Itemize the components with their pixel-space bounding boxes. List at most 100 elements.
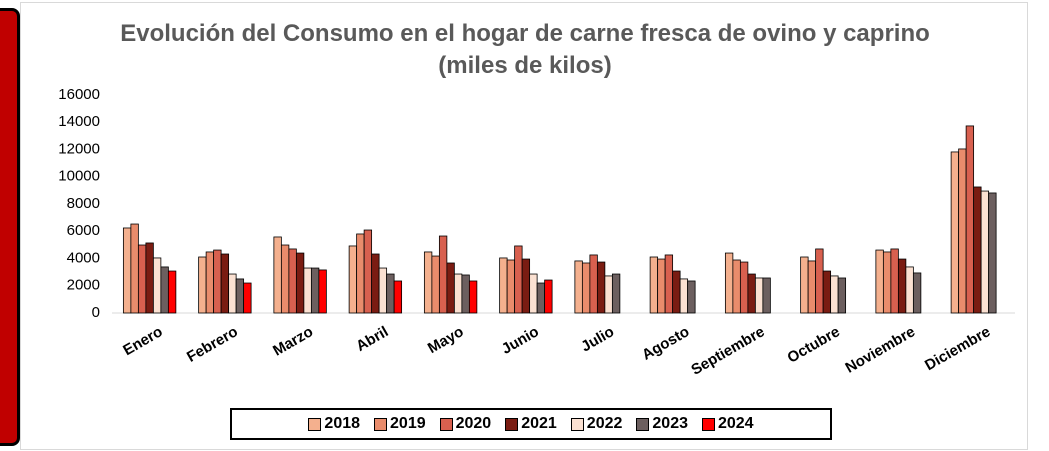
bar bbox=[649, 256, 659, 314]
x-tick-label: Febrero bbox=[184, 323, 241, 366]
legend-label: 2020 bbox=[455, 415, 492, 432]
x-tick-label: Enero bbox=[120, 323, 165, 359]
bar bbox=[611, 273, 621, 314]
x-tick-label: Agosto bbox=[639, 323, 692, 364]
bar bbox=[905, 266, 914, 314]
legend-item: 2023 bbox=[636, 415, 688, 433]
bar bbox=[461, 274, 470, 314]
bar bbox=[973, 186, 982, 314]
bar bbox=[205, 251, 215, 314]
bar bbox=[882, 251, 892, 314]
bar bbox=[965, 125, 975, 314]
bar bbox=[980, 190, 990, 314]
bar bbox=[596, 261, 606, 314]
bar bbox=[514, 245, 523, 314]
bar bbox=[220, 253, 230, 314]
legend-item: 2018 bbox=[308, 415, 360, 433]
x-tick-label: Mayo bbox=[425, 323, 467, 357]
bar bbox=[875, 249, 884, 314]
legend-label: 2023 bbox=[652, 415, 688, 432]
bar bbox=[912, 272, 922, 314]
legend-label: 2022 bbox=[586, 415, 623, 432]
bar bbox=[122, 227, 132, 314]
bar bbox=[732, 259, 741, 314]
bar bbox=[830, 275, 839, 314]
bar bbox=[288, 248, 297, 314]
bar bbox=[356, 233, 365, 314]
y-tick-label: 0 bbox=[92, 304, 100, 321]
bar bbox=[800, 256, 809, 314]
legend-item: 2024 bbox=[701, 415, 754, 433]
bar bbox=[243, 282, 252, 314]
legend-swatch bbox=[374, 417, 388, 431]
bar bbox=[378, 267, 388, 314]
bar bbox=[988, 192, 997, 314]
bar bbox=[431, 255, 440, 314]
bar bbox=[235, 278, 245, 314]
bar bbox=[544, 279, 553, 314]
bar bbox=[679, 278, 689, 314]
bar bbox=[807, 260, 817, 314]
chart-frame bbox=[20, 2, 1028, 450]
legend-swatch bbox=[570, 417, 584, 431]
chart-title: Evolución del Consumo en el hogar de car… bbox=[120, 20, 930, 79]
legend-swatch bbox=[308, 417, 322, 431]
bar bbox=[521, 258, 531, 314]
legend-item: 2019 bbox=[374, 415, 426, 433]
bar bbox=[438, 235, 448, 314]
y-tick-label: 16000 bbox=[58, 86, 100, 103]
bar bbox=[310, 267, 320, 314]
x-tick-label: Julio bbox=[578, 323, 617, 355]
x-tick-label: Marzo bbox=[270, 323, 316, 359]
legend-label: 2019 bbox=[390, 415, 426, 432]
bar bbox=[446, 262, 455, 314]
bar bbox=[453, 273, 463, 314]
bar bbox=[837, 277, 847, 314]
bar bbox=[950, 151, 960, 314]
bar bbox=[152, 257, 162, 314]
bar bbox=[167, 270, 177, 314]
bar bbox=[145, 242, 154, 314]
bar bbox=[604, 275, 613, 314]
y-tick-label: 14000 bbox=[58, 113, 100, 130]
legend-item: 2022 bbox=[570, 415, 623, 433]
bar bbox=[160, 266, 169, 314]
bar bbox=[589, 254, 598, 314]
bar bbox=[897, 258, 907, 314]
bar bbox=[348, 245, 358, 314]
bar bbox=[468, 280, 478, 314]
x-tick-label: Noviembre bbox=[842, 323, 918, 376]
bar bbox=[687, 280, 696, 314]
bar bbox=[822, 270, 832, 314]
y-tick-label: 4000 bbox=[67, 249, 100, 266]
bar bbox=[280, 244, 290, 314]
bar bbox=[815, 248, 824, 314]
bar bbox=[273, 236, 282, 314]
legend-swatch bbox=[701, 417, 715, 431]
x-tick-label: Octubre bbox=[785, 323, 843, 366]
bar bbox=[499, 257, 508, 314]
bar bbox=[672, 270, 681, 314]
bar bbox=[137, 244, 147, 314]
bar bbox=[363, 229, 373, 314]
bar bbox=[724, 252, 734, 314]
bar bbox=[574, 260, 583, 314]
bar bbox=[747, 273, 756, 314]
bar bbox=[130, 223, 139, 314]
bar bbox=[754, 277, 764, 314]
bar bbox=[228, 273, 237, 314]
legend-label: 2024 bbox=[717, 415, 754, 432]
bar bbox=[536, 282, 546, 314]
bar bbox=[890, 248, 899, 314]
legend: 2018 2019 2020 2021 2022 2023 2024 bbox=[230, 408, 832, 440]
y-tick-label: 12000 bbox=[58, 140, 100, 157]
bar bbox=[393, 280, 403, 314]
bar bbox=[198, 256, 207, 314]
legend-swatch bbox=[505, 417, 519, 431]
bar bbox=[657, 258, 666, 314]
bar bbox=[213, 249, 222, 314]
bar bbox=[529, 273, 538, 314]
bar bbox=[739, 261, 749, 314]
bar bbox=[581, 262, 591, 314]
legend-label: 2018 bbox=[324, 415, 361, 432]
